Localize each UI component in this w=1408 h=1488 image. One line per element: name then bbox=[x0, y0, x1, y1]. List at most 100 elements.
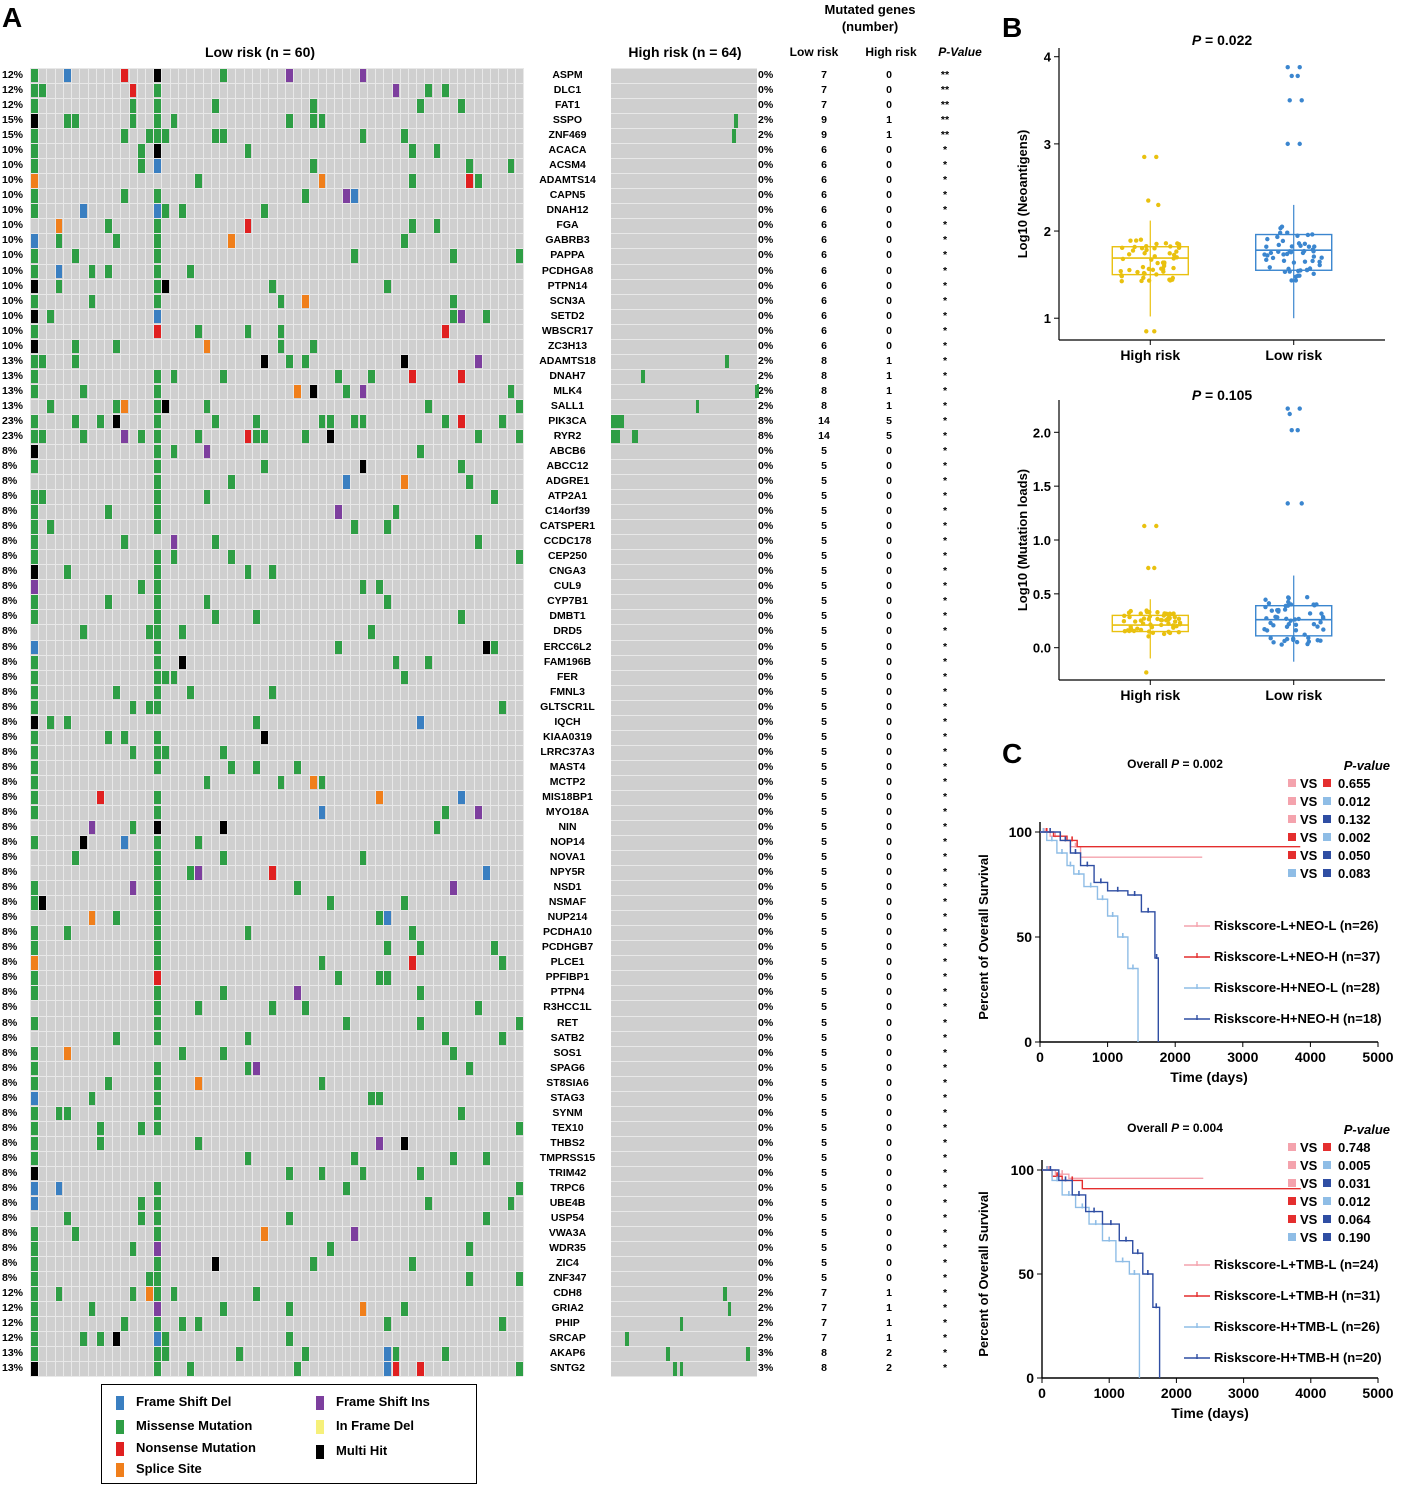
gene-label: ADAMTS18 bbox=[539, 354, 596, 367]
mutation-cell bbox=[120, 68, 129, 83]
mutation-cell bbox=[30, 1136, 38, 1151]
mutation-cell bbox=[30, 549, 38, 564]
gene-label: CNGA3 bbox=[549, 565, 586, 578]
mutation-cell bbox=[186, 1362, 194, 1376]
row-significance: * bbox=[942, 1257, 948, 1270]
mutation-cell bbox=[252, 414, 260, 429]
gene-label: MAST4 bbox=[549, 760, 586, 773]
row-high-count: 0 bbox=[886, 745, 892, 758]
row-low-count: 7 bbox=[821, 84, 827, 97]
gene-label: MCTP2 bbox=[549, 775, 586, 788]
mutation-cell bbox=[153, 203, 162, 218]
mutation-cell bbox=[30, 1151, 38, 1166]
gene-label: ERCC6L2 bbox=[543, 640, 592, 653]
grid-row-line bbox=[30, 624, 523, 626]
row-high-count: 0 bbox=[886, 1091, 892, 1104]
x-tick-label: 5000 bbox=[1362, 1049, 1393, 1065]
row-low-pct: 8% bbox=[2, 505, 18, 518]
grid-col-line bbox=[62, 68, 64, 1377]
grid-row-line bbox=[611, 729, 757, 731]
data-point bbox=[1171, 265, 1176, 271]
mutation-cell bbox=[342, 1181, 351, 1196]
row-low-count: 14 bbox=[818, 429, 830, 442]
row-low-pct: 12% bbox=[2, 1317, 24, 1330]
gene-label: GRIA2 bbox=[551, 1302, 584, 1315]
outlier-point bbox=[1146, 198, 1151, 203]
row-significance: * bbox=[942, 986, 948, 999]
mutation-cell bbox=[30, 354, 38, 369]
grid-col-line bbox=[342, 68, 344, 1377]
col-low-risk: Low risk bbox=[789, 45, 839, 59]
row-low-count: 8 bbox=[821, 1347, 827, 1360]
row-high-pct: 0% bbox=[758, 144, 774, 157]
row-high-pct: 2% bbox=[758, 1302, 774, 1315]
row-low-pct: 10% bbox=[2, 294, 24, 307]
row-high-count: 0 bbox=[886, 1106, 892, 1119]
mutation-cell bbox=[441, 805, 449, 820]
legend-label: Riskscore-H+TMB-H (n=20) bbox=[1214, 1350, 1382, 1365]
gene-label: VWA3A bbox=[548, 1227, 587, 1240]
mutation-cell bbox=[244, 1151, 252, 1166]
mutation-cell bbox=[301, 188, 309, 203]
grid-row-line bbox=[611, 398, 757, 400]
row-significance: * bbox=[942, 294, 948, 307]
legend-nonsense: Nonsense Mutation bbox=[116, 1440, 256, 1456]
mutation-cell bbox=[745, 1347, 750, 1361]
pvalue-swatch-b bbox=[1323, 1143, 1331, 1151]
data-point bbox=[1174, 255, 1179, 260]
gene-label: NIN bbox=[558, 821, 577, 833]
gene-label: WBSCR17 bbox=[541, 324, 594, 337]
mutation-cell bbox=[46, 399, 55, 414]
row-low-pct: 8% bbox=[2, 580, 18, 593]
row-high-count: 0 bbox=[886, 535, 892, 548]
data-point bbox=[1315, 624, 1320, 629]
mutation-cell bbox=[153, 1226, 162, 1241]
grid-row-line bbox=[611, 474, 757, 476]
mutation-cell bbox=[498, 414, 507, 429]
row-low-pct: 8% bbox=[2, 1016, 18, 1029]
row-low-pct: 23% bbox=[2, 429, 24, 442]
gene-label: ABCB6 bbox=[549, 445, 586, 457]
grid-row-line bbox=[611, 1105, 757, 1107]
row-significance: * bbox=[942, 1091, 948, 1104]
mutation-cell bbox=[301, 1001, 309, 1015]
data-point bbox=[1126, 252, 1132, 257]
grid-row-line bbox=[30, 113, 523, 115]
row-high-count: 0 bbox=[886, 941, 892, 954]
row-high-count: 0 bbox=[886, 1151, 892, 1164]
mutation-cell bbox=[153, 1316, 162, 1331]
mutation-cell bbox=[30, 971, 38, 985]
row-significance: * bbox=[942, 490, 948, 503]
mutation-cell bbox=[153, 640, 162, 654]
data-point bbox=[1126, 610, 1132, 615]
row-significance: * bbox=[942, 369, 948, 382]
mutation-cell bbox=[260, 203, 268, 218]
mutation-cell bbox=[71, 113, 79, 128]
row-low-pct: 13% bbox=[2, 399, 24, 412]
km-curve bbox=[1040, 831, 1159, 1042]
km-curve bbox=[1042, 1169, 1141, 1378]
mutation-cell bbox=[30, 173, 38, 188]
mutation-cell bbox=[30, 264, 38, 278]
data-point bbox=[1264, 244, 1269, 249]
row-high-pct: 0% bbox=[758, 760, 774, 773]
mutation-cell bbox=[186, 685, 194, 700]
grid-col-line bbox=[202, 68, 204, 1377]
data-point bbox=[1142, 251, 1147, 256]
row-high-pct: 0% bbox=[758, 1016, 774, 1029]
data-point bbox=[1122, 629, 1128, 634]
row-significance: * bbox=[942, 159, 948, 172]
mutation-cell bbox=[490, 489, 498, 504]
mutation-cell bbox=[227, 474, 235, 489]
data-point bbox=[1146, 634, 1151, 639]
grid-row-line bbox=[30, 383, 523, 385]
row-high-pct: 0% bbox=[758, 881, 774, 894]
row-low-pct: 13% bbox=[2, 1362, 24, 1375]
mutation-cell bbox=[640, 369, 645, 384]
grid-row-line bbox=[30, 1256, 523, 1258]
grid-row-line bbox=[611, 744, 757, 746]
grid-row-line bbox=[611, 83, 757, 85]
mutation-cell bbox=[153, 234, 162, 248]
grid-row-line bbox=[611, 1256, 757, 1258]
grid-row-line bbox=[30, 1165, 523, 1167]
